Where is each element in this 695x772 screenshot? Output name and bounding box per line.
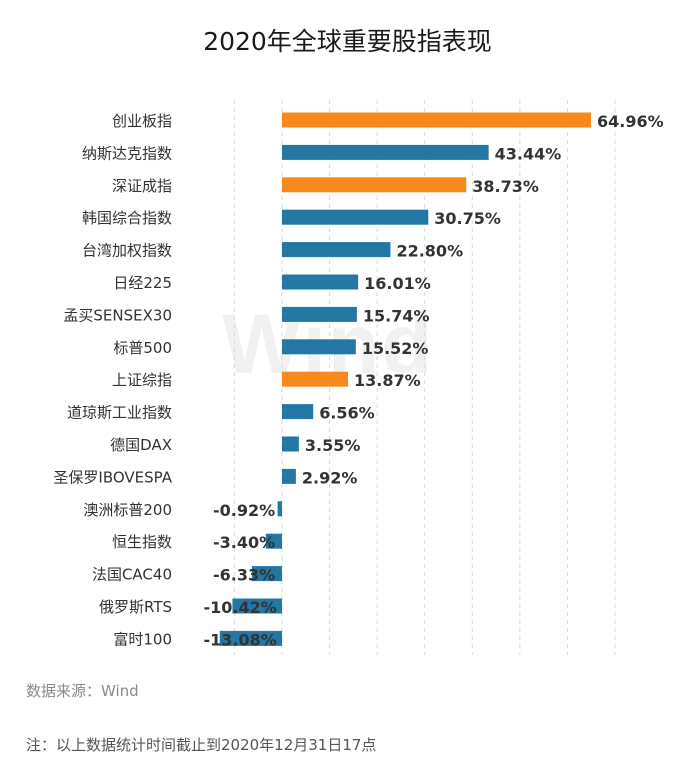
bar [282, 274, 359, 290]
data-label: 15.74% [363, 306, 430, 325]
category-label: 上证综指 [112, 371, 172, 389]
footnote-text: 注：以上数据统计时间截止到2020年12月31日17点 [26, 736, 377, 754]
bar [282, 436, 299, 452]
bar [282, 112, 591, 128]
data-label: 30.75% [434, 209, 501, 228]
data-label: -3.40% [213, 533, 275, 552]
data-label: 38.73% [472, 177, 539, 196]
category-label: 深证成指 [112, 177, 172, 195]
bar [282, 209, 429, 225]
category-label: 俄罗斯RTS [99, 598, 172, 616]
category-label: 富时100 [113, 630, 172, 648]
data-label: 6.56% [319, 404, 375, 423]
category-label: 创业板指 [112, 112, 172, 130]
category-label: 纳斯达克指数 [82, 144, 172, 162]
data-label: 16.01% [364, 274, 431, 293]
bar [232, 598, 282, 614]
data-label: 2.92% [302, 468, 358, 487]
category-label: 标普500 [113, 339, 172, 357]
bar [282, 306, 357, 322]
category-label: 澳洲标普200 [83, 501, 172, 519]
data-label: 43.44% [495, 144, 562, 163]
bar [219, 630, 282, 646]
data-label: -0.92% [213, 501, 275, 520]
data-label: 13.87% [354, 371, 421, 390]
bar [282, 371, 348, 387]
category-label: 恒生指数 [112, 533, 172, 551]
data-label: -13.08% [204, 630, 277, 649]
category-label: 圣保罗IBOVESPA [53, 468, 172, 486]
category-label: 法国CAC40 [92, 566, 172, 584]
bar [282, 144, 489, 160]
category-label: 孟买SENSEX30 [63, 306, 172, 324]
bar [251, 566, 282, 582]
category-label: 台湾加权指数 [82, 242, 172, 260]
category-label: 德国DAX [110, 436, 172, 454]
category-label: 道琼斯工业指数 [67, 404, 172, 422]
data-source-text: 数据来源：Wind [26, 682, 139, 700]
bar [282, 177, 467, 193]
data-label: -6.33% [213, 566, 275, 585]
bar [277, 501, 282, 517]
chart-title: 2020年全球重要股指表现 [203, 27, 492, 56]
data-label: 3.55% [305, 436, 361, 455]
data-label: 15.52% [362, 339, 429, 358]
bar [282, 339, 356, 355]
data-label: 22.80% [396, 242, 463, 261]
bar [282, 468, 296, 484]
data-label: 64.96% [597, 112, 664, 131]
bar [265, 533, 282, 549]
bar [282, 404, 314, 420]
data-label: -10.42% [204, 598, 277, 617]
category-label: 韩国综合指数 [82, 209, 172, 227]
category-label: 日经225 [113, 274, 172, 292]
bar [282, 242, 391, 258]
